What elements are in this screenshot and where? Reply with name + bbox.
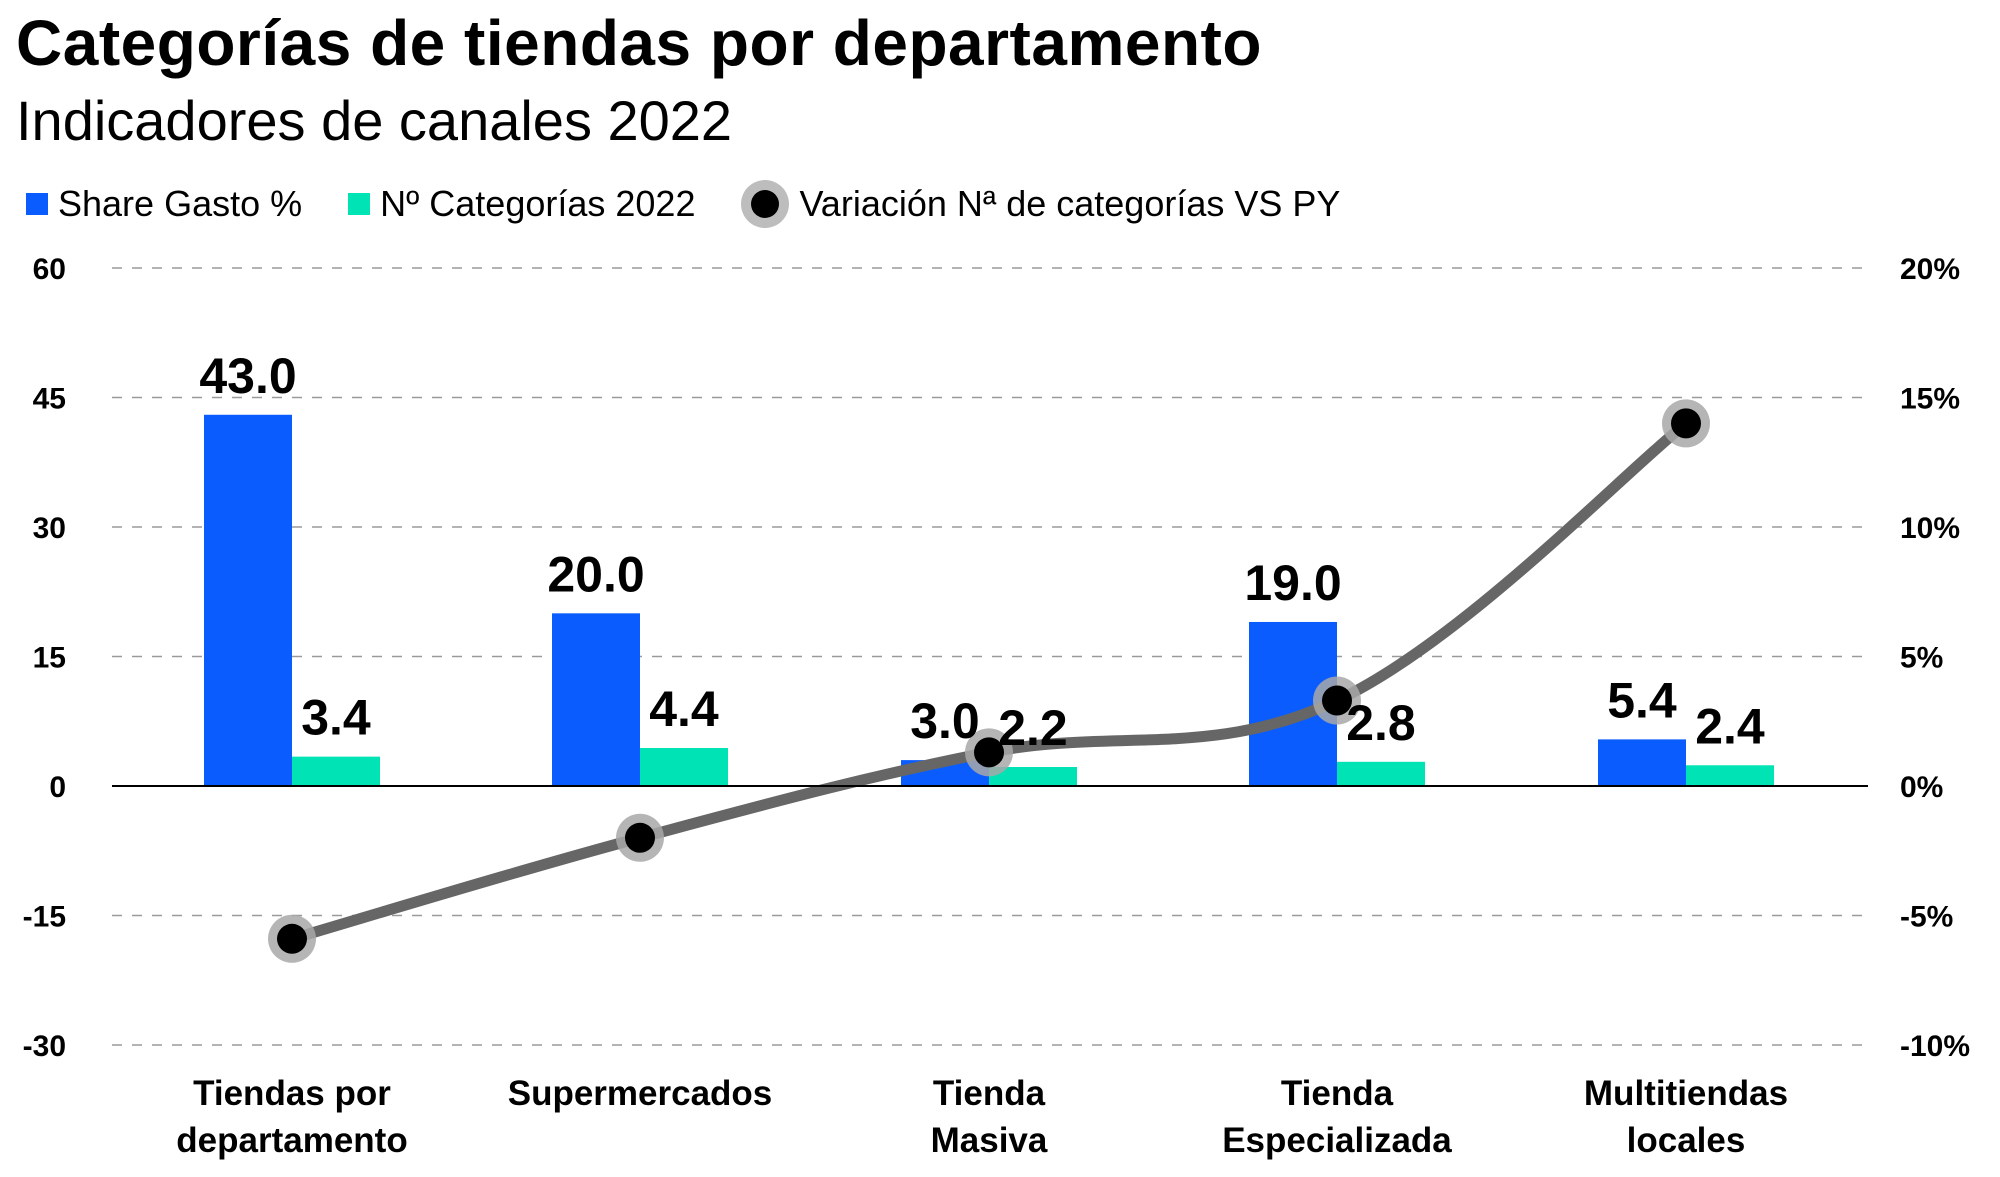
legend: Share Gasto % Nº Categorías 2022 Variaci… [26, 178, 1386, 230]
category-label-line: Supermercados [508, 1074, 773, 1113]
legend-swatch-categorias [348, 193, 371, 215]
right-tick-label: 20% [1900, 253, 1960, 286]
category-label-line: Masiva [931, 1121, 1048, 1160]
category-label-line: Tienda [1281, 1074, 1394, 1113]
categorias-data-label: 2.4 [1695, 698, 1765, 754]
chart-subtitle: Indicadores de canales 2022 [16, 89, 733, 152]
share-data-label: 19.0 [1244, 555, 1341, 611]
categorias-data-label: 4.4 [649, 681, 719, 737]
category-label: Tiendas por departamento [176, 1074, 407, 1160]
legend-item-categorias: Nº Categorías 2022 [348, 183, 695, 225]
category-label-line: departamento [176, 1121, 407, 1160]
share-data-label: 3.0 [910, 693, 980, 749]
category-label: Tienda Masiva [931, 1074, 1048, 1160]
right-tick-label: 0% [1900, 771, 1943, 804]
categorias-data-label: 2.8 [1346, 695, 1416, 751]
left-tick-label: 30 [33, 512, 66, 545]
share-bar [204, 414, 292, 786]
legend-swatch-share [26, 193, 48, 215]
left-tick-label: 15 [33, 642, 66, 675]
categorias-bar [989, 767, 1077, 786]
variacion-point [1671, 408, 1701, 439]
categorias-data-label: 3.4 [301, 690, 371, 746]
share-data-label: 43.0 [199, 348, 296, 404]
category-label-line: Tienda [933, 1074, 1046, 1113]
categorias-data-label: 2.2 [998, 700, 1068, 756]
category-label-line: Tiendas por [193, 1074, 391, 1113]
left-tick-label: -15 [23, 901, 66, 934]
legend-label-categorias: Nº Categorías 2022 [380, 183, 696, 224]
legend-label-variacion: Variación Nª de categorías VS PY [799, 183, 1341, 224]
category-label-line: Especializada [1222, 1121, 1452, 1160]
chart-title: Categorías de tiendas por departamento [16, 7, 1262, 79]
right-tick-label: 15% [1900, 383, 1960, 416]
left-tick-label: 45 [33, 383, 66, 416]
category-label-line: Multitiendas [1584, 1074, 1788, 1113]
left-tick-label: 60 [33, 253, 66, 286]
variacion-point [974, 737, 1004, 768]
legend-label-share: Share Gasto % [58, 183, 303, 224]
share-data-label: 5.4 [1607, 672, 1677, 728]
category-label: Multitiendas locales [1584, 1074, 1788, 1160]
right-tick-label: 5% [1900, 642, 1943, 675]
categorias-bar [292, 756, 380, 786]
share-data-label: 20.0 [547, 546, 644, 602]
left-tick-label: 0 [49, 771, 66, 804]
category-label: Supermercados [508, 1074, 773, 1113]
category-label: Tienda Especializada [1222, 1074, 1452, 1160]
categorias-bar [1686, 765, 1774, 786]
category-label-line: locales [1627, 1121, 1746, 1160]
right-tick-label: 10% [1900, 512, 1960, 545]
right-tick-label: -10% [1900, 1030, 1970, 1063]
categorias-bar [640, 748, 728, 786]
categorias-bar [1337, 761, 1425, 786]
share-bar [1598, 739, 1686, 786]
legend-item-share: Share Gasto % [26, 183, 302, 225]
variacion-point [277, 923, 307, 954]
variacion-point [1322, 685, 1352, 716]
legend-item-variacion: Variación Nª de categorías VS PY [741, 180, 1340, 228]
left-tick-label: -30 [23, 1030, 66, 1063]
variacion-point [625, 822, 655, 853]
share-bar [552, 613, 640, 786]
variacion-line [286, 417, 1692, 945]
right-tick-label: -5% [1900, 901, 1953, 934]
legend-swatch-variacion [741, 180, 790, 228]
